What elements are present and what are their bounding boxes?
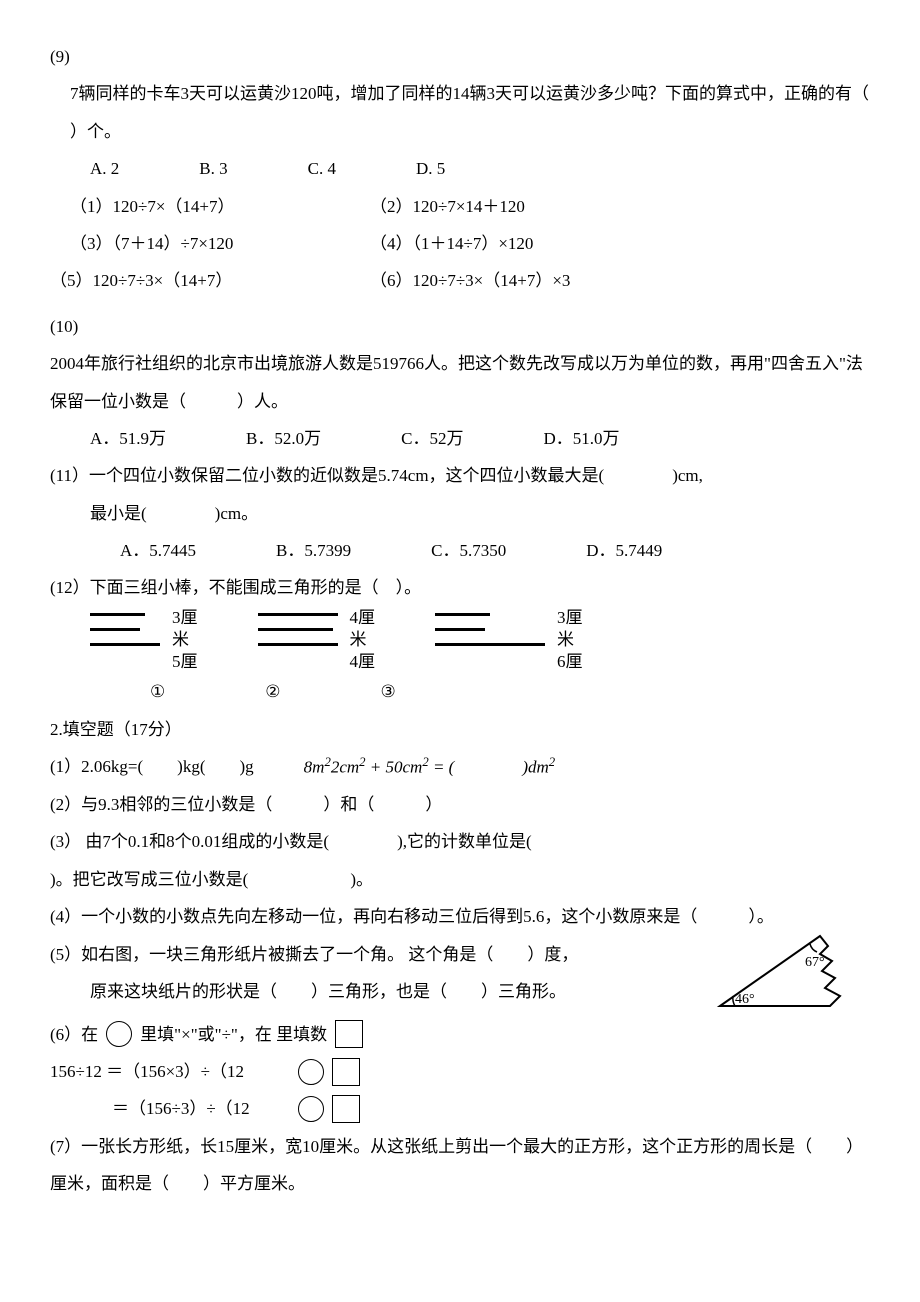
stick-label: 米 xyxy=(172,629,198,651)
q9-opt-c: C. 4 xyxy=(308,150,336,187)
q11-opt-d: D．5.7449 xyxy=(586,532,662,569)
fill-3a: (3） 由7个0.1和8个0.01组成的小数是( ),它的计数单位是( xyxy=(50,823,870,860)
section2-title: 2.填空题（17分） xyxy=(50,711,870,748)
q11-options: A．5.7445 B．5.7399 C．5.7350 D．5.7449 xyxy=(50,532,870,569)
q10-opt-d: D．51.0万 xyxy=(543,420,619,457)
stick-group-2: 4厘 米 4厘 xyxy=(258,607,376,673)
fill-3b: )。把它改写成三位小数是( )。 xyxy=(50,861,870,898)
circle-blank-icon xyxy=(106,1021,132,1047)
q9-eq5: （5）120÷7÷3×（14+7） xyxy=(50,262,370,299)
q9-eq6: （6）120÷7÷3×（14+7）×3 xyxy=(370,262,570,299)
circled-2: ② xyxy=(265,673,280,710)
q9-stem: 7辆同样的卡车3天可以运黄沙120吨，增加了同样的14辆3天可以运黄沙多少吨？下… xyxy=(50,75,870,150)
fill-4: (4）一个小数的小数点先向左移动一位，再向右移动三位后得到5.6，这个小数原来是… xyxy=(50,898,870,935)
svg-text:67°: 67° xyxy=(805,955,825,970)
q9-eq4: （4）（1＋14÷7）×120 xyxy=(370,225,533,262)
q12-circled: ① ② ③ xyxy=(50,673,870,710)
fill-1: (1）2.06kg=( )kg( )g 8m22cm2 + 50cm2 = ( … xyxy=(50,748,870,786)
stick-label: 6厘 xyxy=(557,651,583,673)
q11-stem: (11）一个四位小数保留二位小数的近似数是5.74cm，这个四位小数最大是( )… xyxy=(50,457,870,494)
f1b-plus: + 50 xyxy=(370,758,403,777)
q9-opt-d: D. 5 xyxy=(416,150,445,187)
circled-3: ③ xyxy=(381,673,396,710)
fill-2: (2）与9.3相邻的三位小数是（ ）和（ ） xyxy=(50,786,870,823)
stick-label: 3厘 xyxy=(557,607,583,629)
stick xyxy=(435,628,485,631)
q9-opt-b: B. 3 xyxy=(199,150,227,187)
fill-1a: (1）2.06kg=( )kg( )g xyxy=(50,748,254,785)
stick xyxy=(435,613,490,616)
square-blank-icon xyxy=(335,1020,363,1048)
q9-opt-a: A. 2 xyxy=(90,150,119,187)
stick-group-3: 3厘 米 6厘 xyxy=(435,607,583,673)
fill-6c-text: 156÷12 ＝（156×3）÷（12 xyxy=(50,1053,290,1090)
q10-stem: 2004年旅行社组织的北京市出境旅游人数是519766人。把这个数先改写成以万为… xyxy=(50,345,870,420)
circle-blank-icon xyxy=(298,1096,324,1122)
triangle-figure: 67° 46° xyxy=(710,926,860,1016)
stick xyxy=(435,643,545,646)
q11-opt-a: A．5.7445 xyxy=(120,532,196,569)
q11-opt-b: B．5.7399 xyxy=(276,532,351,569)
stick xyxy=(258,613,338,616)
q10-options: A．51.9万 B．52.0万 C．52万 D．51.0万 xyxy=(50,420,870,457)
svg-text:46°: 46° xyxy=(735,992,755,1007)
stick-label: 米 xyxy=(557,629,583,651)
q9-eq2: （2）120÷7×14＋120 xyxy=(370,188,525,225)
q9-eq3: （3）（7＋14）÷7×120 xyxy=(70,225,370,262)
fill-6c: 156÷12 ＝（156×3）÷（12 xyxy=(50,1053,870,1090)
q10-opt-a: A．51.9万 xyxy=(90,420,166,457)
stick-group-1: 3厘 米 5厘 xyxy=(90,607,198,673)
fill-1b-formula: 8m22cm2 + 50cm2 = ( )dm2 xyxy=(304,748,556,786)
fill-6a-text2: 里填"×"或"÷"，在 里填数 xyxy=(140,1016,327,1053)
circle-blank-icon xyxy=(298,1059,324,1085)
q11-opt-c: C．5.7350 xyxy=(431,532,506,569)
fill-7: (7）一张长方形纸，长15厘米，宽10厘米。从这张纸上剪出一个最大的正方形，这个… xyxy=(50,1128,870,1203)
square-blank-icon xyxy=(332,1095,360,1123)
stick xyxy=(90,643,160,646)
fill-6a: (6）在 里填"×"或"÷"，在 里填数 xyxy=(50,1016,870,1053)
fill-6d: ＝（156÷3）÷（12 xyxy=(50,1090,870,1127)
fill-6d-text: ＝（156÷3）÷（12 xyxy=(112,1090,290,1127)
stick xyxy=(90,613,145,616)
q11-sub: 最小是( )cm。 xyxy=(50,495,870,532)
f1b-8: 8 xyxy=(304,758,313,777)
f1b-eq: = ( ) xyxy=(433,758,528,777)
q10-number: (10) xyxy=(50,308,870,345)
q9-options: A. 2 B. 3 C. 4 D. 5 xyxy=(50,150,870,187)
q10-opt-b: B．52.0万 xyxy=(246,420,321,457)
q12-stem: (12）下面三组小棒，不能围成三角形的是（ ）。 xyxy=(50,569,870,606)
stick-label: 米 xyxy=(350,629,376,651)
stick-label: 4厘 xyxy=(350,651,376,673)
square-blank-icon xyxy=(332,1058,360,1086)
stick-label: 5厘 xyxy=(172,651,198,673)
q9-eq1: （1）120÷7×（14+7） xyxy=(70,188,370,225)
stick xyxy=(258,643,338,646)
circled-1: ① xyxy=(150,673,165,710)
q9-eq-row2: （3）（7＋14）÷7×120 （4）（1＋14÷7）×120 xyxy=(50,225,870,262)
f1b-2: 2 xyxy=(331,758,340,777)
q12-sticks: 3厘 米 5厘 4厘 米 4厘 3厘 米 6厘 xyxy=(50,607,870,673)
stick-label: 3厘 xyxy=(172,607,198,629)
stick-label: 4厘 xyxy=(350,607,376,629)
stick xyxy=(258,628,333,631)
q9-number: (9) xyxy=(50,38,870,75)
fill-6a-text1: (6）在 xyxy=(50,1016,98,1053)
q10-opt-c: C．52万 xyxy=(401,420,463,457)
q9-eq-row1: （1）120÷7×（14+7） （2）120÷7×14＋120 xyxy=(50,188,870,225)
stick xyxy=(90,628,140,631)
q9-eq-row3: （5）120÷7÷3×（14+7） （6）120÷7÷3×（14+7）×3 xyxy=(50,262,870,299)
